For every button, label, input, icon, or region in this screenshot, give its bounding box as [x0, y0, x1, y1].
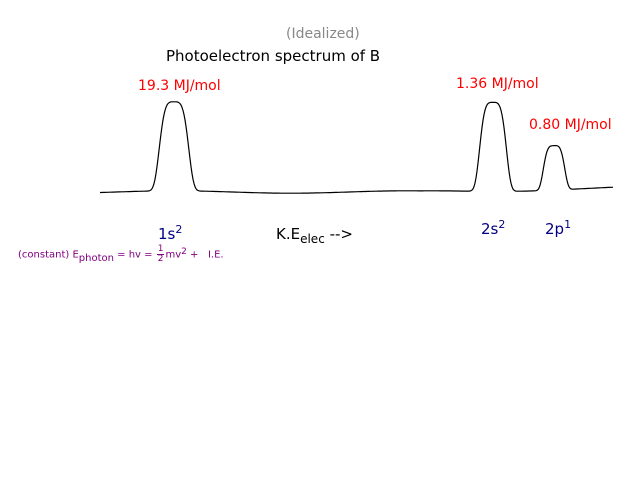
- spectrum-curve: [100, 101, 614, 194]
- peak-2s-orbital-label: 2s2: [481, 218, 506, 238]
- peak-1s-orbital-label: 1s2: [158, 223, 183, 243]
- peak-2s-energy-label: 1.36 MJ/mol: [456, 76, 539, 92]
- peak-2p-orbital-label: 2p1: [545, 218, 572, 238]
- chart-title: Photoelectron spectrum of B: [166, 47, 381, 65]
- peak-1s-energy-label: 19.3 MJ/mol: [138, 78, 221, 94]
- photon-energy-equation: (constant) Ephoton = hv = 1 2 mv2 + I.E.: [18, 244, 224, 264]
- x-axis-label: K.Eelec -->: [276, 225, 353, 246]
- chart-subtitle: (Idealized): [286, 26, 360, 42]
- peak-2p-energy-label: 0.80 MJ/mol: [529, 117, 612, 133]
